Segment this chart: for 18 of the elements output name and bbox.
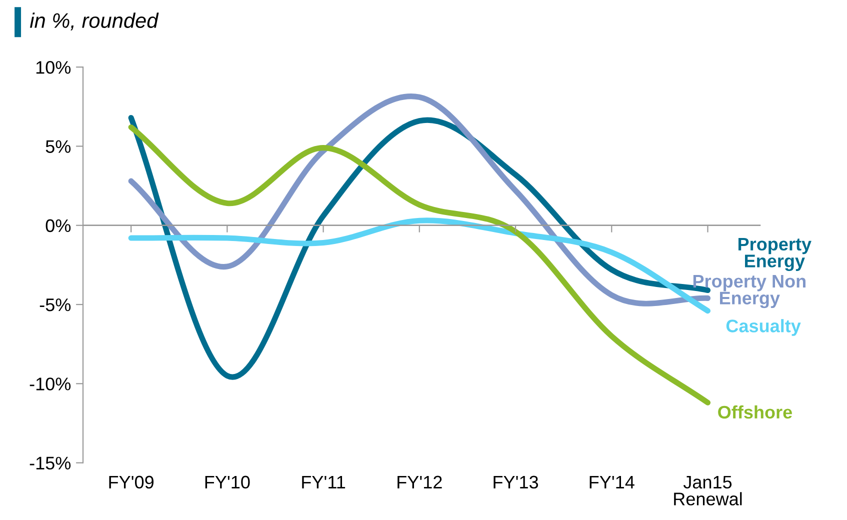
y-tick-label: -5% [40,298,71,312]
y-tick-label: 5% [46,140,71,153]
series-label: Offshore [718,405,792,419]
y-tick-label: -15% [30,456,71,470]
x-tick-label: FY'13 [494,476,538,489]
x-tick-label: FY'10 [205,476,250,489]
series-label: Casualty [726,319,801,336]
x-tick-label: FY'12 [398,476,442,488]
x-tick-label: Jan15 Renewal [674,476,742,506]
text: Property Energy [738,238,812,272]
x-tick-label: FY'09 [109,476,154,489]
x-tick-label: FY'11 [302,476,346,488]
chart-title: in %, rounded [30,12,159,30]
y-tick-label: 10% [36,61,71,74]
x-tick-label: FY'14 [590,476,634,488]
y-tick-label: 0% [46,219,71,232]
y-tick-label: -10% [30,378,71,390]
series-label: Property Non Energy [693,275,806,308]
